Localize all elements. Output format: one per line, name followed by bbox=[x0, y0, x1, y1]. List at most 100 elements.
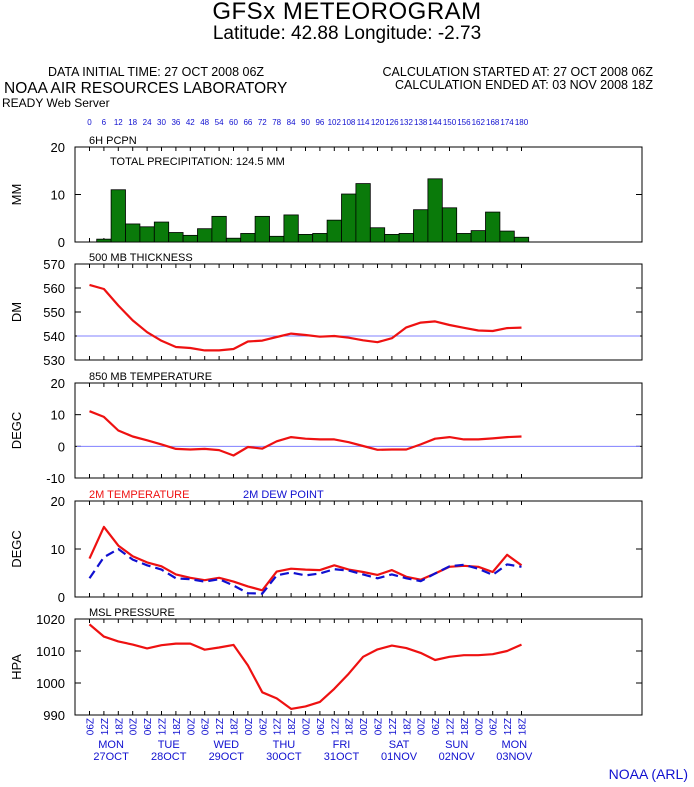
forecast-hour-label: 162 bbox=[472, 118, 486, 127]
panel-title: 500 MB THICKNESS bbox=[89, 252, 193, 264]
forecast-hour-label: 54 bbox=[215, 118, 224, 127]
calculation-ended: CALCULATION ENDED AT: 03 NOV 2008 18Z bbox=[395, 78, 653, 92]
precip-bar bbox=[110, 189, 126, 243]
x-time-label: 06Z bbox=[316, 718, 327, 735]
x-time-label: 00Z bbox=[474, 718, 485, 735]
x-time-label: 18Z bbox=[287, 718, 298, 735]
y-tick-label: 0 bbox=[58, 590, 65, 605]
day-date: 30OCT bbox=[266, 751, 302, 763]
legend-2m-temperature: 2M TEMPERATURE bbox=[89, 489, 189, 501]
calculation-started: CALCULATION STARTED AT: 27 OCT 2008 06Z bbox=[382, 65, 653, 79]
precip-bar bbox=[341, 193, 357, 243]
x-time-label: 12Z bbox=[158, 718, 169, 735]
precip-bar bbox=[96, 238, 112, 243]
forecast-hour-label: 18 bbox=[128, 118, 137, 127]
precip-bar bbox=[470, 230, 486, 243]
y-axis-label: DM bbox=[9, 302, 24, 322]
day-name: WED bbox=[213, 739, 239, 751]
forecast-hour-label: 180 bbox=[515, 118, 529, 127]
day-date: 02NOV bbox=[439, 751, 476, 763]
y-tick-label: 540 bbox=[43, 329, 65, 344]
x-time-label: 12Z bbox=[273, 718, 284, 735]
precip-bar bbox=[384, 233, 400, 243]
day-name: TUE bbox=[158, 739, 180, 751]
precip-total-annotation: TOTAL PRECIPITATION: 124.5 MM bbox=[110, 156, 285, 168]
precip-bar bbox=[182, 234, 198, 243]
day-date: 28OCT bbox=[151, 751, 187, 763]
x-time-label: 12Z bbox=[330, 718, 341, 735]
2m-dew-point-line bbox=[88, 547, 522, 595]
x-time-label: 00Z bbox=[129, 718, 140, 735]
2m-temperature-line bbox=[88, 525, 523, 592]
precip-bar bbox=[427, 178, 443, 243]
forecast-hour-label: 36 bbox=[171, 118, 180, 127]
precip-bar bbox=[139, 226, 155, 243]
x-time-label: 06Z bbox=[143, 718, 154, 735]
forecast-hour-label: 60 bbox=[229, 118, 238, 127]
legend-2m-dew-point: 2M DEW POINT bbox=[243, 489, 324, 501]
y-tick-label: 10 bbox=[51, 408, 65, 423]
x-time-label: 00Z bbox=[244, 718, 255, 735]
x-time-label: 00Z bbox=[417, 718, 428, 735]
forecast-hour-label: 174 bbox=[500, 118, 514, 127]
forecast-hour-label: 0 bbox=[87, 118, 92, 127]
panel-frame-4 bbox=[74, 500, 643, 598]
y-tick-label: 0 bbox=[58, 235, 65, 250]
server-name: READY Web Server bbox=[2, 96, 110, 110]
y-tick-label: 1020 bbox=[36, 612, 65, 627]
x-time-label: 18Z bbox=[345, 718, 356, 735]
precip-bar bbox=[441, 207, 458, 243]
day-name: SAT bbox=[389, 739, 410, 751]
y-tick-label: 550 bbox=[43, 305, 65, 320]
day-name: FRI bbox=[333, 739, 351, 751]
forecast-hour-label: 114 bbox=[357, 118, 370, 127]
y-tick-label: 20 bbox=[51, 140, 65, 155]
precip-bar bbox=[398, 233, 414, 243]
y-tick-label: 1010 bbox=[36, 644, 65, 659]
forecast-hour-label: 42 bbox=[186, 118, 195, 127]
data-initial-time: DATA INITIAL TIME: 27 OCT 2008 06Z bbox=[48, 65, 265, 79]
precip-bar bbox=[513, 236, 530, 243]
day-name: MON bbox=[501, 739, 527, 751]
forecast-hour-label: 84 bbox=[287, 118, 296, 127]
forecast-hour-label: 30 bbox=[157, 118, 166, 127]
precip-bar bbox=[240, 233, 256, 243]
x-time-label: 00Z bbox=[359, 718, 370, 735]
x-time-label: 18Z bbox=[114, 718, 125, 735]
day-name: THU bbox=[273, 739, 296, 751]
precip-bar bbox=[355, 183, 371, 243]
panel-title: 850 MB TEMPERATURE bbox=[89, 371, 212, 383]
forecast-hour-label: 96 bbox=[315, 118, 324, 127]
y-tick-label: 990 bbox=[43, 708, 65, 723]
series-line-3 bbox=[89, 410, 522, 457]
forecast-hour-label: 150 bbox=[443, 118, 457, 127]
panel-frame-2 bbox=[74, 263, 643, 361]
chart-title: GFSx METEOROGRAM bbox=[212, 0, 482, 25]
x-time-label: 12Z bbox=[215, 718, 226, 735]
x-time-label: 06Z bbox=[258, 718, 269, 735]
precip-bar bbox=[456, 233, 472, 243]
y-tick-label: 10 bbox=[51, 542, 65, 557]
day-date: 01NOV bbox=[381, 751, 418, 763]
precip-bar bbox=[168, 232, 184, 243]
chart-subtitle: Latitude: 42.88 Longitude: -2.73 bbox=[212, 23, 482, 44]
y-axis-label: DEGC bbox=[9, 530, 24, 568]
x-time-label: 18Z bbox=[402, 718, 413, 735]
precip-bar bbox=[499, 230, 515, 243]
precip-bar bbox=[312, 233, 328, 243]
x-time-label: 06Z bbox=[201, 718, 212, 735]
x-time-label: 18Z bbox=[230, 718, 241, 735]
forecast-hour-label: 24 bbox=[143, 118, 152, 127]
x-time-label: 18Z bbox=[172, 718, 183, 735]
precip-bar bbox=[153, 221, 170, 243]
x-time-label: 06Z bbox=[489, 718, 500, 735]
forecast-hour-label: 66 bbox=[243, 118, 252, 127]
precip-bar bbox=[211, 215, 227, 243]
forecast-hour-label: 138 bbox=[414, 118, 428, 127]
y-tick-label: 20 bbox=[51, 494, 65, 509]
forecast-hour-label: 108 bbox=[342, 118, 356, 127]
precip-bar bbox=[269, 235, 285, 243]
x-time-label: 18Z bbox=[460, 718, 471, 735]
y-axis-label: HPA bbox=[9, 654, 24, 680]
